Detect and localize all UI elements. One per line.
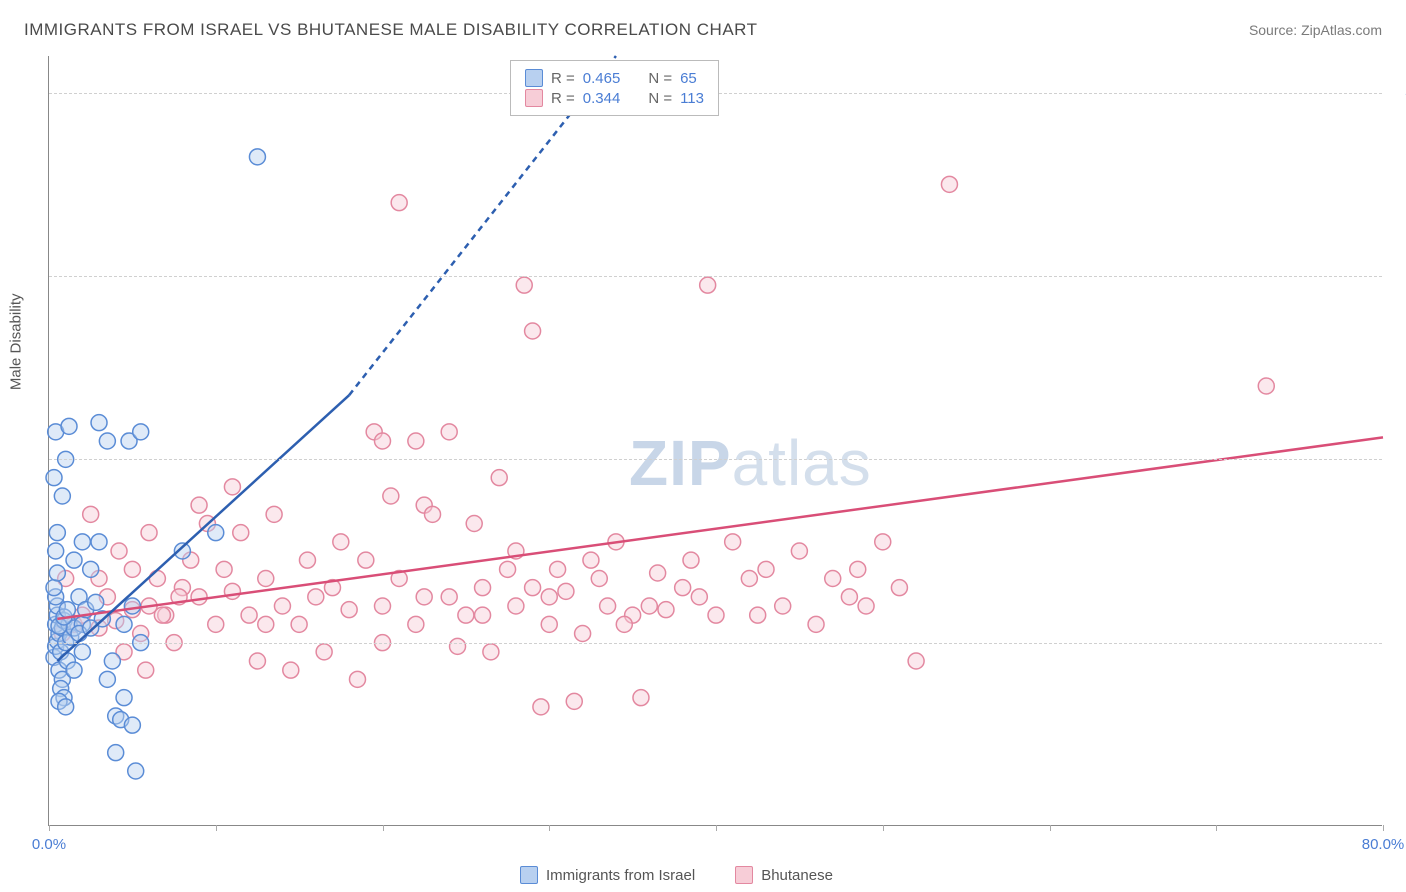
legend-row-series2: R = 0.344 N = 113 — [525, 89, 704, 107]
ytick-label: 20.0% — [1388, 451, 1406, 468]
legend-item-series1: Immigrants from Israel — [520, 866, 695, 884]
swatch-blue-icon — [525, 69, 543, 87]
ytick-label: 10.0% — [1388, 634, 1406, 651]
xtick — [716, 825, 717, 831]
swatch-pink-icon — [735, 866, 753, 884]
xtick — [49, 825, 50, 831]
chart-title: IMMIGRANTS FROM ISRAEL VS BHUTANESE MALE… — [24, 20, 758, 40]
plot-area: ZIPatlas 10.0%20.0%30.0%40.0%0.0%80.0% — [48, 56, 1382, 826]
legend-row-series1: R = 0.465 N = 65 — [525, 69, 704, 87]
gridline-h — [49, 643, 1382, 644]
source-label: Source: ZipAtlas.com — [1249, 22, 1382, 38]
xtick-label: 0.0% — [32, 836, 66, 853]
xtick — [1383, 825, 1384, 831]
correlation-legend: R = 0.465 N = 65 R = 0.344 N = 113 — [510, 60, 719, 116]
xtick-label: 80.0% — [1362, 836, 1405, 853]
xtick — [1050, 825, 1051, 831]
gridline-h — [49, 459, 1382, 460]
y-axis-label: Male Disability — [8, 293, 25, 390]
xtick — [549, 825, 550, 831]
ytick-label: 30.0% — [1388, 268, 1406, 285]
swatch-pink-icon — [525, 89, 543, 107]
ytick-label: 40.0% — [1388, 84, 1406, 101]
xtick — [883, 825, 884, 831]
gridline-h — [49, 276, 1382, 277]
xtick — [1216, 825, 1217, 831]
xtick — [216, 825, 217, 831]
swatch-blue-icon — [520, 866, 538, 884]
scatter-svg — [49, 56, 1382, 825]
series-legend: Immigrants from Israel Bhutanese — [520, 866, 833, 884]
xtick — [383, 825, 384, 831]
legend-item-series2: Bhutanese — [735, 866, 833, 884]
